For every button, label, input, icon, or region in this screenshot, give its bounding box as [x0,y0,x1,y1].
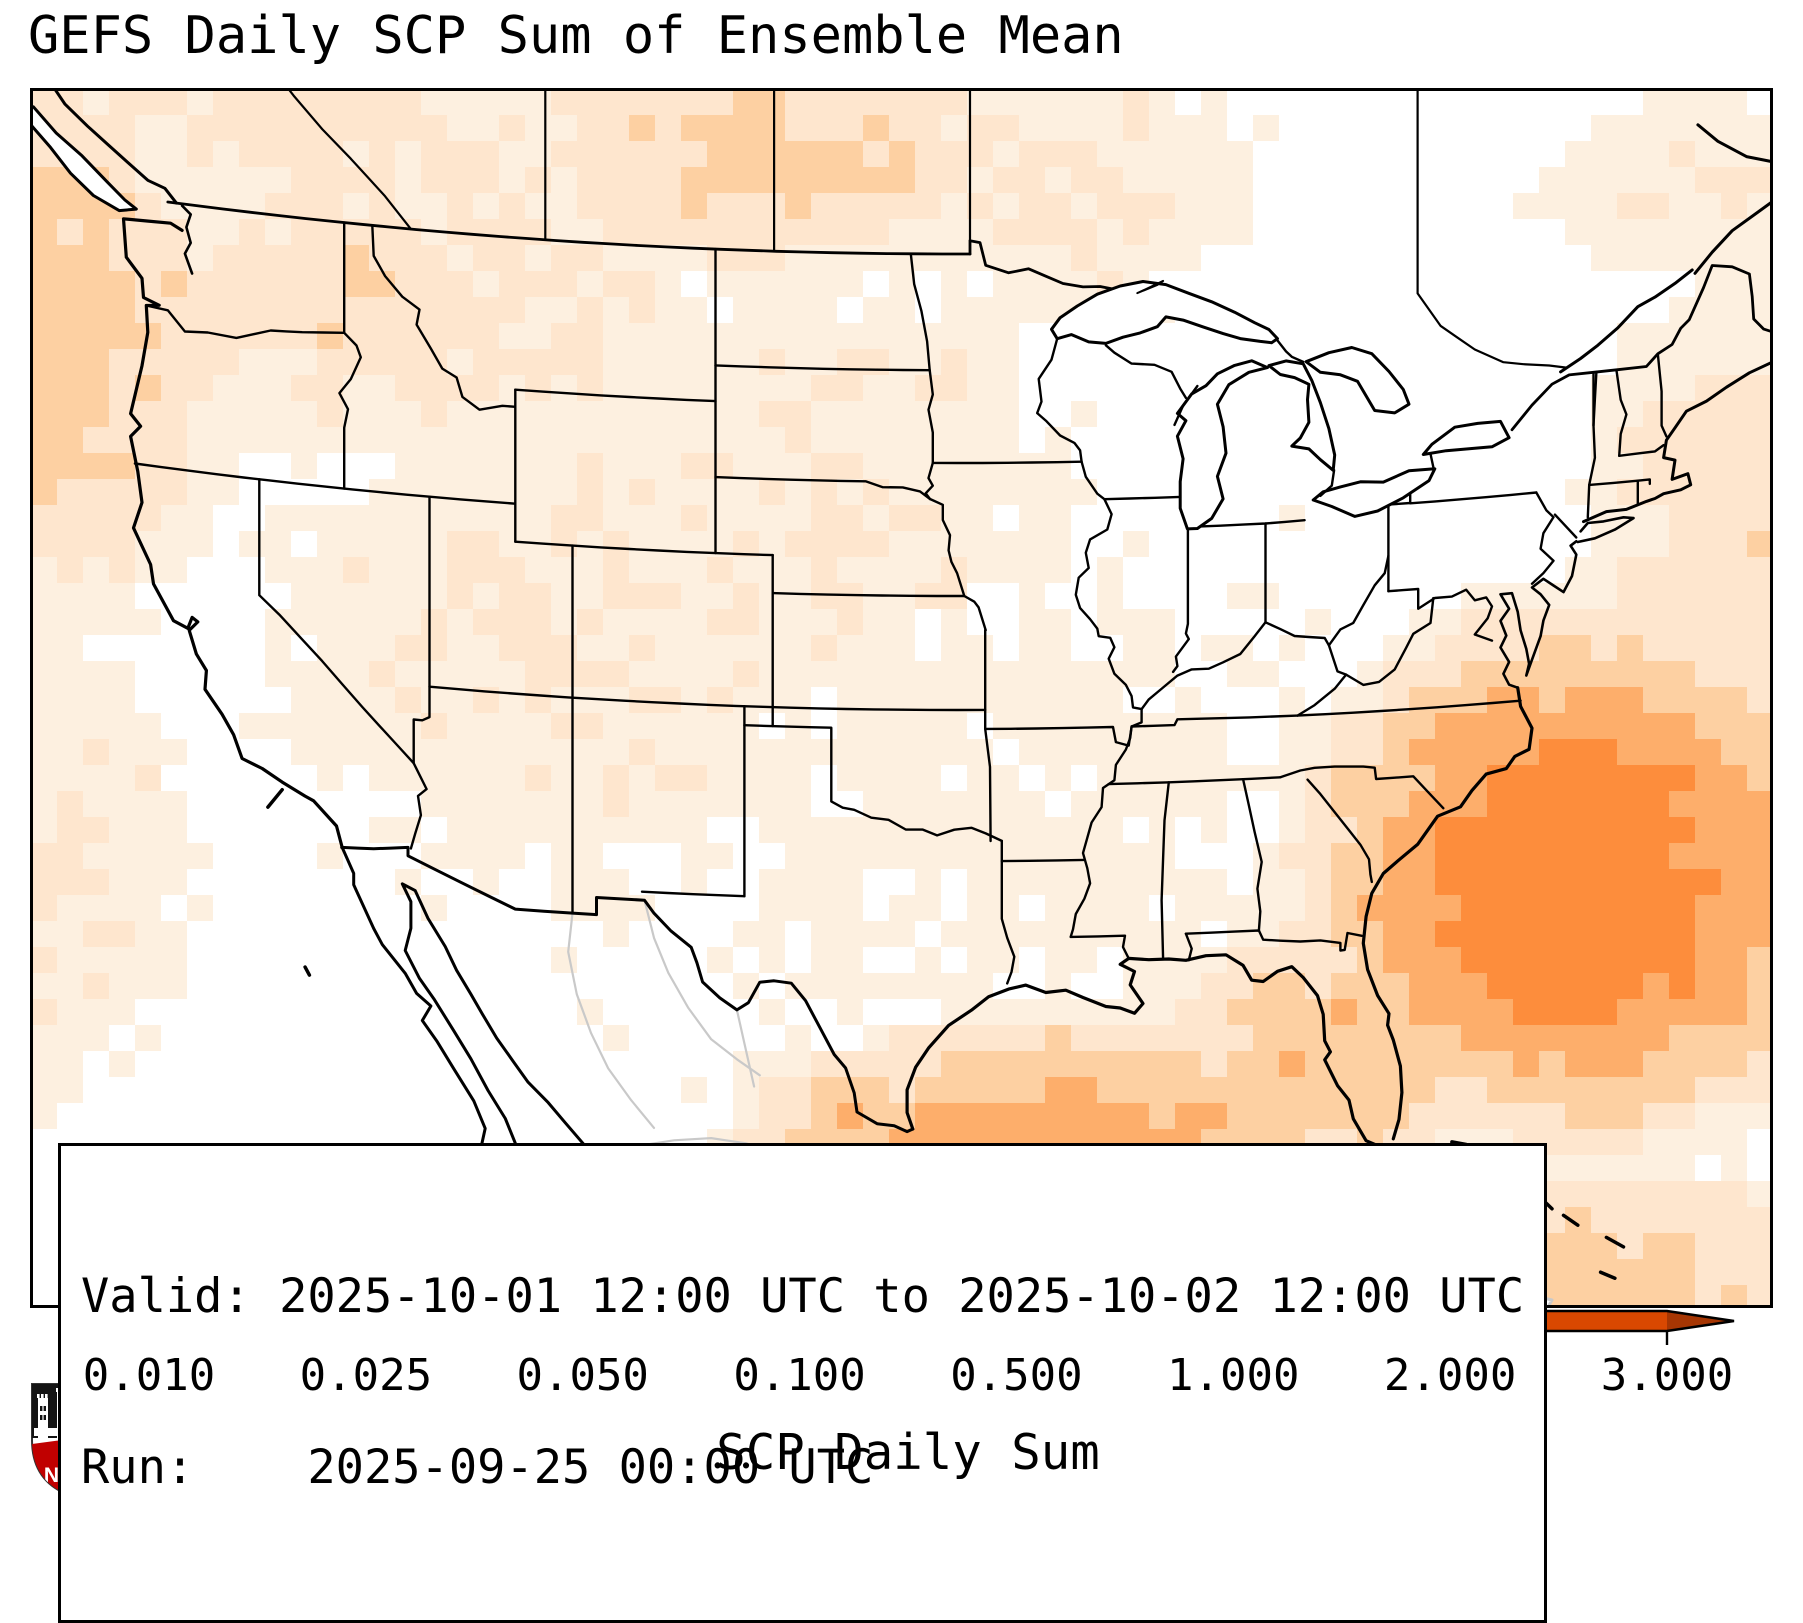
colorbar-tick [1665,1331,1669,1345]
colorbar-tick-label: 0.025 [299,1350,433,1401]
colorbar-tick-label: 3.000 [1600,1350,1734,1401]
colorbar-tick-label: 2.000 [1383,1350,1517,1401]
colorbar-tick-label: 0.100 [733,1350,866,1401]
run-time-text: Run: 2025-09-25 00:00 UTC [81,1440,874,1495]
weather-map-figure: NIU GEFS Daily SCP Sum of Ensemble Mean … [28,6,1773,1623]
conus-map: NIU [30,88,1773,1494]
valid-time-text: Valid: 2025-10-01 12:00 UTC to 2025-10-0… [81,1269,1525,1324]
castle-tower-icon [38,1398,48,1438]
colorbar-tick-label: 0.500 [950,1350,1083,1401]
figure-title: GEFS Daily SCP Sum of Ensemble Mean [28,6,1124,66]
colorbar-tick-label: 1.000 [1167,1350,1300,1401]
colorbar-tick-label: 0.010 [82,1350,216,1401]
colorbar-tick-label: 0.050 [516,1350,649,1401]
colorbar-label: SCP Daily Sum [716,1424,1100,1481]
colorbar-over-arrow [1667,1311,1734,1331]
